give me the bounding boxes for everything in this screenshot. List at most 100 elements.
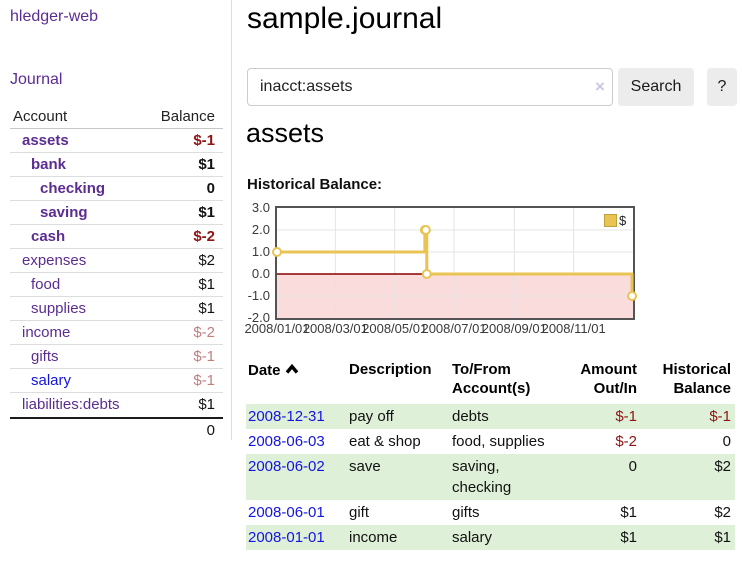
transaction-date-cell: 2008-06-02	[246, 454, 347, 500]
account-balance: $-1	[193, 372, 215, 389]
transaction-date-cell: 2008-06-01	[246, 500, 347, 525]
x-tick-label: 2008/09/01	[481, 321, 547, 336]
account-balance: $1	[198, 204, 215, 221]
register-row: 2008-06-01 gift gifts $1 $2	[246, 500, 735, 525]
account-balance: $1	[198, 396, 215, 413]
sidebar-item-salary: salary $-1	[10, 369, 223, 393]
account-balance: $1	[198, 156, 215, 173]
transaction-date-link[interactable]: 2008-01-01	[248, 529, 325, 546]
transaction-balance: $-1	[709, 408, 731, 425]
sidebar-item-checking: checking 0	[10, 177, 223, 201]
help-button[interactable]: ?	[707, 68, 737, 106]
x-tick-label: 2008/07/01	[421, 321, 487, 336]
historical-balance-chart	[272, 206, 638, 320]
account-link[interactable]: cash	[31, 228, 66, 245]
transaction-amount: $-1	[615, 408, 637, 425]
transaction-date-link[interactable]: 2008-06-03	[248, 433, 325, 450]
register-header-accounts: To/From Account(s)	[450, 358, 557, 404]
transaction-accounts: food, supplies	[452, 433, 545, 450]
legend-swatch-icon	[604, 214, 617, 227]
transaction-date-cell: 2008-12-31	[246, 404, 347, 429]
x-tick-label: 2008/11/01	[541, 321, 606, 336]
sidebar-item-journal[interactable]: Journal	[10, 71, 63, 88]
chart-caption: Historical Balance:	[247, 176, 383, 193]
legend-label: $	[619, 213, 627, 228]
chart-legend: $	[602, 212, 629, 229]
accounts-header-line1: To/From	[452, 361, 511, 378]
transaction-description: eat & shop	[349, 433, 421, 450]
sidebar-item-bank: bank $1	[10, 153, 223, 177]
register-header-description: Description	[347, 358, 450, 404]
transaction-date-link[interactable]: 2008-12-31	[248, 408, 325, 425]
sidebar-item-supplies: supplies $1	[10, 297, 223, 321]
transaction-accounts: debts	[452, 408, 489, 425]
transaction-balance: 0	[722, 433, 731, 450]
search-input[interactable]	[247, 68, 613, 106]
sidebar-item-saving: saving $1	[10, 201, 223, 225]
register-header-balance: Historical Balance	[641, 358, 735, 404]
transaction-balance: $2	[714, 504, 731, 521]
x-tick-label: 2008/05/01	[362, 321, 428, 336]
account-balance: $-1	[193, 132, 215, 149]
sidebar-item-cash: cash $-2	[10, 225, 223, 249]
date-header-label: Date	[248, 362, 281, 379]
transaction-amount: $1	[620, 529, 637, 546]
page-title: sample.journal	[247, 2, 443, 35]
transaction-amount: 0	[628, 458, 637, 475]
app-title-link[interactable]: hledger-web	[10, 8, 99, 25]
account-balance: $-2	[193, 324, 215, 341]
y-tick-label: 1.0	[251, 244, 270, 259]
transaction-accounts: salary	[452, 529, 493, 546]
account-link[interactable]: bank	[31, 156, 67, 173]
chart-canvas	[272, 208, 638, 318]
y-tick-label: 3.0	[251, 200, 270, 215]
account-link[interactable]: food	[31, 276, 61, 293]
account-link[interactable]: liabilities:debts	[22, 396, 120, 413]
transaction-date-cell: 2008-06-03	[246, 429, 347, 454]
balance-header-line1: Historical	[662, 361, 731, 378]
transaction-balance: $2	[714, 458, 731, 475]
sidebar-item-gifts: gifts $-1	[10, 345, 223, 369]
sidebar-item-expenses: expenses $2	[10, 249, 223, 273]
transaction-amount: $-2	[615, 433, 637, 450]
register-header-date[interactable]: Date	[246, 358, 347, 404]
register-table: Date Description To/From Account(s) Amou…	[246, 358, 735, 550]
account-balance: $2	[198, 252, 215, 269]
account-link[interactable]: salary	[31, 372, 72, 389]
account-balance: $-1	[193, 348, 215, 365]
register-row: 2008-06-02 save saving, checking 0 $2	[246, 454, 735, 500]
y-tick-label: -1.0	[247, 288, 270, 303]
accounts-table: Account Balance assets $-1 bank $1 check…	[10, 104, 223, 442]
sidebar-item-food: food $1	[10, 273, 223, 297]
clear-search-icon[interactable]: ×	[595, 77, 605, 96]
account-link[interactable]: assets	[22, 132, 69, 149]
x-tick-label: 2008/01/01	[244, 321, 310, 336]
account-link[interactable]: gifts	[31, 348, 59, 365]
y-tick-label: -2.0	[247, 310, 270, 325]
sidebar-item-income: income $-2	[10, 321, 223, 345]
account-balance: 0	[206, 180, 215, 197]
sidebar: hledger-web Journal Account Balance asse…	[0, 0, 232, 440]
balance-column-header: Balance	[160, 108, 215, 125]
account-balance: $1	[198, 300, 215, 317]
register-row: 2008-12-31 pay off debts $-1 $-1	[246, 404, 735, 429]
transaction-date-link[interactable]: 2008-06-01	[248, 504, 325, 521]
account-link[interactable]: supplies	[31, 300, 87, 317]
account-link[interactable]: income	[22, 324, 71, 341]
account-link[interactable]: saving	[40, 204, 88, 221]
register-row: 2008-06-03 eat & shop food, supplies $-2…	[246, 429, 735, 454]
register-header-row: Date Description To/From Account(s) Amou…	[246, 358, 735, 404]
account-link[interactable]: expenses	[22, 252, 87, 269]
transaction-accounts: saving, checking	[452, 458, 512, 496]
search-button[interactable]: Search	[618, 68, 694, 106]
transaction-balance: $1	[714, 529, 731, 546]
amount-header-line2: Out/In	[593, 380, 637, 397]
x-tick-label: 2008/03/01	[302, 321, 368, 336]
chevron-up-icon	[285, 360, 299, 379]
transaction-description: save	[349, 458, 381, 475]
transaction-date-link[interactable]: 2008-06-02	[248, 458, 325, 475]
sidebar-item-assets: assets $-1	[10, 129, 223, 153]
transaction-date-cell: 2008-01-01	[246, 525, 347, 550]
account-link[interactable]: checking	[40, 180, 106, 197]
